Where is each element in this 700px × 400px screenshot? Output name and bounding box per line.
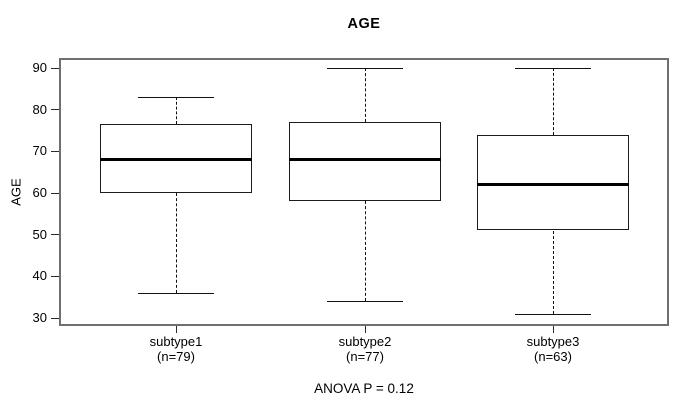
y-tick-mark xyxy=(51,192,59,194)
y-tick-label: 30 xyxy=(32,310,47,325)
group-name: subtype1 xyxy=(149,334,203,349)
group-name: subtype2 xyxy=(338,334,392,349)
group-n: (n=79) xyxy=(157,349,195,364)
y-tick-mark xyxy=(51,150,59,152)
min-cap xyxy=(138,293,214,294)
x-tick-mark xyxy=(552,326,554,333)
iqr-box xyxy=(477,134,629,231)
y-tick-label: 40 xyxy=(32,268,47,284)
y-tick-label: 70 xyxy=(32,143,47,159)
y-tick-mark xyxy=(51,317,59,319)
max-cap xyxy=(515,68,591,69)
upper-whisker-line xyxy=(175,97,177,125)
chart-title: AGE xyxy=(347,16,381,32)
anova-annotation: ANOVA P = 0.12 xyxy=(314,381,414,396)
x-group-label: subtype1 (n=79) xyxy=(106,334,246,364)
y-tick-mark xyxy=(51,234,59,236)
median-line xyxy=(100,158,252,162)
y-tick-label: 50 xyxy=(32,226,47,242)
lower-whisker-line xyxy=(364,201,366,302)
upper-whisker-line xyxy=(552,68,554,135)
y-tick-mark xyxy=(51,109,59,111)
iqr-box xyxy=(289,122,441,202)
max-cap xyxy=(138,97,214,99)
group-name: subtype3 xyxy=(526,334,580,349)
x-group-label: subtype2 (n=77) xyxy=(295,334,435,364)
x-group-label: subtype3 (n=63) xyxy=(483,334,623,364)
plot-area xyxy=(59,58,669,326)
min-cap xyxy=(327,301,403,303)
y-tick-mark xyxy=(51,275,59,277)
group-n: (n=63) xyxy=(534,349,572,364)
lower-whisker-line xyxy=(175,193,177,293)
max-cap xyxy=(327,68,403,69)
y-tick-label: 60 xyxy=(32,185,47,200)
upper-whisker-line xyxy=(364,68,366,123)
group-n: (n=77) xyxy=(346,349,384,364)
x-tick-mark xyxy=(364,326,366,333)
y-tick-label: 90 xyxy=(32,60,47,75)
min-cap xyxy=(515,313,591,315)
x-tick-mark xyxy=(175,326,177,333)
median-line xyxy=(477,183,629,187)
y-tick-mark xyxy=(51,67,59,69)
median-line xyxy=(289,158,441,162)
y-tick-label: 80 xyxy=(32,101,47,117)
lower-whisker-line xyxy=(552,230,554,314)
